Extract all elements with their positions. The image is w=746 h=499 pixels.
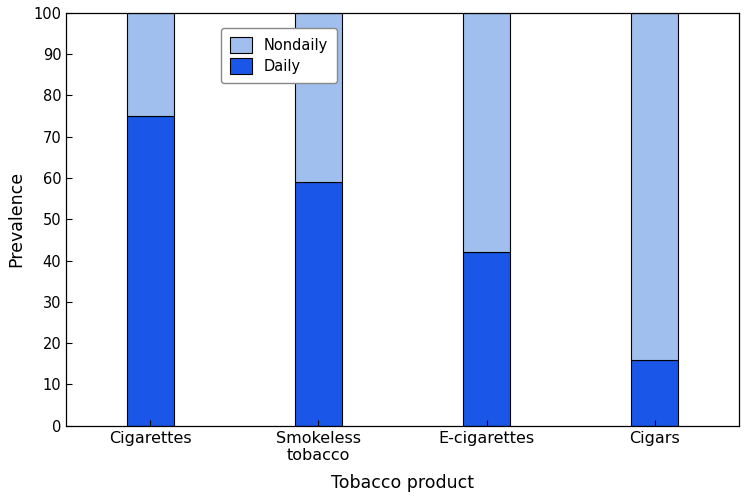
Bar [295,182,342,426]
Bar [463,252,510,426]
Bar [295,13,342,182]
Bar [127,13,174,116]
X-axis label: Tobacco product: Tobacco product [331,474,474,492]
Bar [631,13,679,360]
Bar [631,360,679,426]
Y-axis label: Prevalence: Prevalence [7,171,25,267]
Bar [463,13,510,252]
Bar [127,116,174,426]
Legend: Nondaily, Daily: Nondaily, Daily [222,28,336,83]
